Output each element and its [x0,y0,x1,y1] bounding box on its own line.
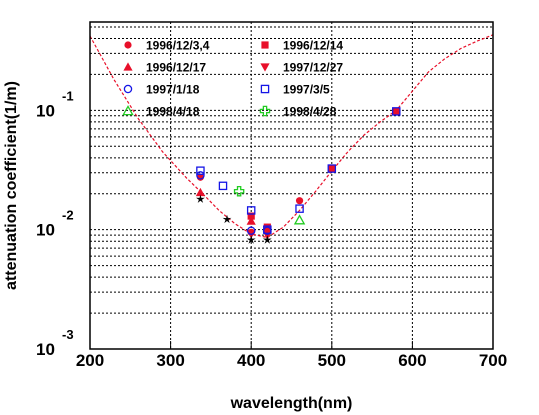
legend-marker-6 [122,105,134,116]
x-axis-label: wavelength(nm) [230,395,353,412]
fit-curve-layer [89,34,494,239]
legend-label-0: 1996/12/3,4 [146,39,210,53]
data-point-s8-2 [246,235,256,244]
x-tick-labels: 200 300 400 500 600 700 [76,351,507,370]
data-point-s5-2 [246,206,256,215]
data-point-s1-3 [392,107,400,115]
y-tick-exponent-0: -1 [62,88,74,103]
legend-marker-0 [124,41,132,49]
data-point-s0-3 [295,197,304,205]
legend-label-6: 1998/4/18 [146,105,200,119]
legend-label-3: 1997/12/27 [283,61,343,75]
x-tick-label-5: 700 [479,351,507,370]
data-point-s8-3 [262,235,272,244]
legend: 1996/12/3,4 1996/12/14 1996/12/17 1997/12/2… [122,39,343,119]
data-point-s5-5 [327,164,337,173]
data-points [195,107,401,244]
x-tick-label-3: 500 [318,351,346,370]
data-point-s4-0 [196,171,205,180]
y-tick-base-2: 10 [36,340,55,359]
data-point-s5-4 [295,204,304,213]
x-tick-label-0: 200 [76,351,104,370]
fit-curve [89,34,494,239]
grid-lines [89,22,494,349]
plot-frame [89,21,494,350]
data-point-s5-6 [392,107,401,116]
y-tick-labels: 10 -1 10 -2 10 -3 [36,88,74,359]
y-tick-exponent-1: -2 [62,208,74,223]
data-point-s2-0 [195,187,206,197]
legend-label-7: 1998/4/28 [283,105,337,119]
y-tick-base-1: 10 [36,221,55,240]
x-tick-label-4: 600 [398,351,426,370]
data-point-s1-0 [247,212,255,220]
data-point-s6-0 [293,214,306,225]
y-axis-label: attenuation coefficient(1/m) [3,81,20,290]
legend-label-5: 1997/3/5 [283,83,330,97]
legend-label-1: 1996/12/14 [283,39,343,53]
data-point-s4-1 [246,226,256,235]
legend-label-2: 1996/12/17 [146,61,206,75]
data-point-s8-1 [222,214,232,224]
legend-marker-2 [123,62,133,71]
legend-marker-1 [261,41,269,49]
legend-label-4: 1997/1/18 [146,83,200,97]
data-point-s8-0 [196,194,205,203]
x-tick-label-2: 400 [237,351,265,370]
x-tick-label-1: 300 [156,351,184,370]
y-tick-base-0: 10 [36,101,55,120]
legend-marker-3 [260,63,270,72]
data-point-s5-0 [196,166,205,175]
data-point-s1-2 [328,164,336,173]
data-point-s5-1 [218,181,228,191]
legend-marker-4 [123,84,133,94]
data-point-s5-3 [263,225,272,234]
y-tick-exponent-2: -3 [62,327,74,342]
data-point-s2-1 [246,216,256,225]
legend-marker-5 [260,84,270,94]
data-point-s7-0 [233,185,245,197]
legend-marker-7 [259,105,271,117]
